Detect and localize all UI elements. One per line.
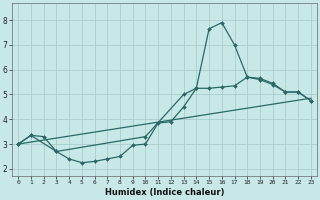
X-axis label: Humidex (Indice chaleur): Humidex (Indice chaleur) — [105, 188, 224, 197]
